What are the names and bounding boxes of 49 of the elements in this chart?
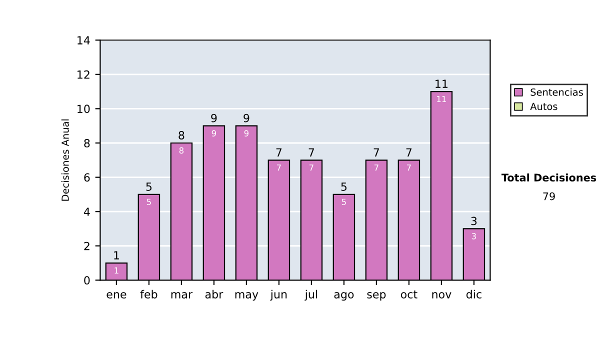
y-tick-label: 6 bbox=[84, 173, 90, 182]
annotation: 11 bbox=[437, 96, 446, 102]
data-label: 7 bbox=[406, 148, 412, 156]
x-tick-label: feb bbox=[140, 290, 158, 298]
y-tick-label: 12 bbox=[78, 70, 90, 79]
x-tick-label: ago bbox=[334, 292, 354, 301]
annotation: 7 bbox=[309, 164, 314, 171]
annotation: 9 bbox=[244, 130, 249, 136]
data-label: 7 bbox=[276, 148, 282, 156]
x-tick-label: mar bbox=[171, 292, 193, 298]
annotation: 1 bbox=[114, 267, 118, 274]
annotation: 7 bbox=[276, 164, 281, 171]
y-axis-title: Decisiones Anual bbox=[61, 119, 69, 201]
x-tick-label: jun bbox=[270, 290, 287, 301]
x-tick-label: nov bbox=[432, 292, 452, 298]
data-label: 5 bbox=[341, 182, 347, 191]
y-tick-label: 8 bbox=[84, 138, 90, 148]
data-label: 11 bbox=[436, 80, 448, 88]
data-label: 1 bbox=[114, 251, 119, 260]
annotation: 7 bbox=[374, 164, 378, 171]
annotation: 5 bbox=[342, 198, 346, 206]
y-tick-label: 2 bbox=[84, 242, 90, 250]
x-tick-label: ene bbox=[106, 292, 126, 298]
y-tick-label: 14 bbox=[78, 36, 90, 44]
x-tick-label: jul bbox=[304, 290, 318, 301]
data-label: 5 bbox=[146, 182, 152, 191]
data-label: 3 bbox=[471, 216, 477, 226]
x-tick-label: dic bbox=[466, 290, 482, 298]
y-tick-label: 4 bbox=[84, 208, 90, 216]
text: 79 bbox=[543, 192, 555, 200]
annotation: 3 bbox=[472, 233, 476, 240]
annotation: 8 bbox=[179, 147, 184, 154]
x-tick-label: may bbox=[235, 292, 258, 301]
x-tick-label: oct bbox=[400, 290, 418, 298]
legend-label: Sentencias bbox=[530, 88, 583, 96]
y-tick-label: 0 bbox=[84, 276, 90, 285]
legend-label: Autos bbox=[530, 102, 558, 110]
data-label: 9 bbox=[211, 114, 217, 122]
data-label: 7 bbox=[308, 148, 314, 156]
annotation: 9 bbox=[212, 130, 216, 136]
x-tick-label: abr bbox=[205, 290, 224, 298]
data-label: 8 bbox=[178, 131, 184, 140]
x-tick-label: sep bbox=[367, 292, 386, 301]
annotation: 5 bbox=[146, 198, 151, 206]
y-tick-label: 10 bbox=[78, 104, 90, 114]
text: Total Decisiones bbox=[501, 173, 596, 182]
annotation: 7 bbox=[406, 164, 411, 171]
data-label: 7 bbox=[374, 148, 380, 156]
data-label: 9 bbox=[244, 114, 250, 122]
